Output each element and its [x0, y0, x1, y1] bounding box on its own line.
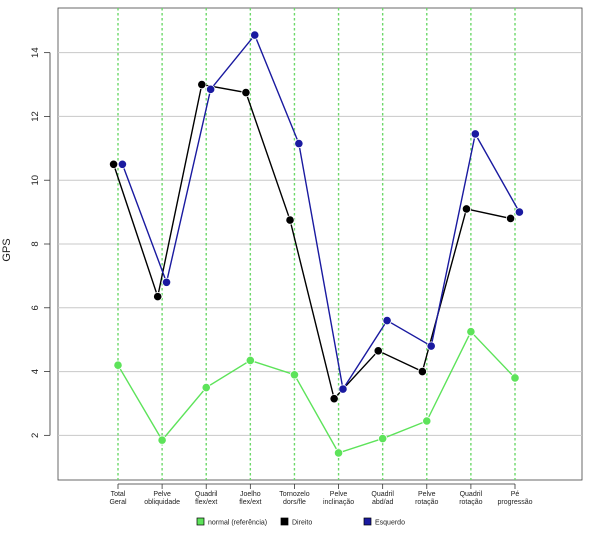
- x-tick-label-line: Pelve: [418, 491, 436, 498]
- series-line: [117, 330, 516, 454]
- x-tick-label-line: Geral: [109, 499, 127, 506]
- x-tick-label: Quadril flex/ext: [195, 491, 218, 506]
- data-point: [157, 435, 167, 445]
- x-tick-label-line: flex/ext: [195, 499, 217, 506]
- y-tick-label: 4: [30, 369, 41, 374]
- x-tick-label: Tornozelo dors/fle: [279, 491, 309, 506]
- data-point: [289, 370, 300, 380]
- x-tick-label-line: Joelho: [240, 491, 261, 498]
- data-point: [294, 138, 304, 149]
- data-point: [382, 315, 392, 326]
- data-point: [206, 84, 216, 94]
- data-point: [117, 159, 128, 169]
- series-line: [112, 83, 511, 401]
- data-point: [373, 346, 383, 356]
- y-tick-label: 12: [30, 111, 41, 122]
- data-point: [245, 355, 255, 366]
- x-tick-label-line: Tornozelo: [279, 491, 309, 498]
- x-tick-label: Pé progressão: [497, 491, 532, 506]
- data-point: [514, 207, 525, 217]
- legend-label: Esquerdo: [375, 520, 405, 527]
- data-point: [201, 382, 211, 393]
- grid: [58, 8, 582, 480]
- legend-swatch: [196, 517, 205, 526]
- data-point: [333, 448, 344, 458]
- legend-swatch: [280, 517, 289, 526]
- series-layer: [108, 30, 525, 458]
- x-tick-label-line: Pelve: [330, 491, 348, 498]
- y-tick-label: 2: [30, 433, 41, 438]
- data-point: [378, 433, 388, 444]
- x-tick-label-line: rotação: [415, 499, 438, 506]
- x-tick-label-line: progressão: [497, 499, 532, 506]
- x-tick-label-line: inclinação: [323, 499, 354, 506]
- y-tick-label: 8: [30, 241, 41, 246]
- x-tick-label: Quadril abd/ad: [371, 491, 394, 506]
- data-point: [461, 204, 472, 214]
- data-point: [466, 327, 476, 337]
- x-tick-label-line: abd/ad: [372, 499, 394, 506]
- legend-swatch: [363, 517, 372, 526]
- data-point: [510, 373, 520, 383]
- x-tick-label: Joelho flex/ext: [239, 491, 261, 506]
- data-point: [417, 366, 427, 377]
- data-point: [161, 277, 172, 287]
- y-tick-label: 14: [30, 47, 41, 58]
- x-tick-label: Pelve rotação: [415, 491, 438, 506]
- series-2: [108, 79, 516, 404]
- x-tick-label-line: Pé: [511, 491, 520, 498]
- series-1: [113, 327, 520, 458]
- y-axis-title: GPS: [1, 238, 13, 261]
- y-tick-label: 10: [30, 175, 41, 186]
- x-tick-label-line: flex/ext: [239, 499, 261, 506]
- y-tick-label: 6: [30, 305, 41, 310]
- data-point: [426, 341, 436, 351]
- legend: normal (referência) Direito Esquerdo: [196, 517, 405, 527]
- legend-label: Direito: [292, 520, 312, 527]
- data-point: [285, 215, 295, 225]
- series-3: [117, 30, 525, 394]
- data-point: [470, 129, 480, 139]
- x-tick-label-line: Pelve: [153, 491, 171, 498]
- data-point: [338, 384, 348, 394]
- data-point: [153, 292, 163, 302]
- legend-label: normal (referência): [208, 520, 267, 527]
- data-point: [329, 394, 339, 404]
- x-tick-label: Quadril rotação: [459, 491, 482, 506]
- x-tick-label-line: Quadril: [195, 491, 218, 498]
- x-tick-label-line: obliquidade: [144, 499, 180, 506]
- data-point: [422, 416, 432, 426]
- x-tick-label-line: dors/fle: [283, 499, 306, 506]
- data-point: [505, 213, 516, 224]
- series-line: [121, 33, 521, 391]
- x-tick-label-line: Quadril: [371, 491, 394, 498]
- x-tick-label: Pelve obliquidade: [144, 491, 180, 506]
- x-tick-label-line: rotação: [459, 499, 482, 506]
- x-tick-label-line: Total: [111, 491, 126, 498]
- x-tick-label: Total Geral: [109, 491, 127, 506]
- x-tick-label-line: Quadril: [460, 491, 483, 498]
- data-point: [108, 159, 119, 169]
- data-point: [241, 87, 251, 98]
- data-point: [113, 360, 123, 370]
- data-point: [197, 79, 207, 90]
- x-tick-label: Pelve inclinação: [323, 491, 354, 506]
- data-point: [250, 30, 260, 40]
